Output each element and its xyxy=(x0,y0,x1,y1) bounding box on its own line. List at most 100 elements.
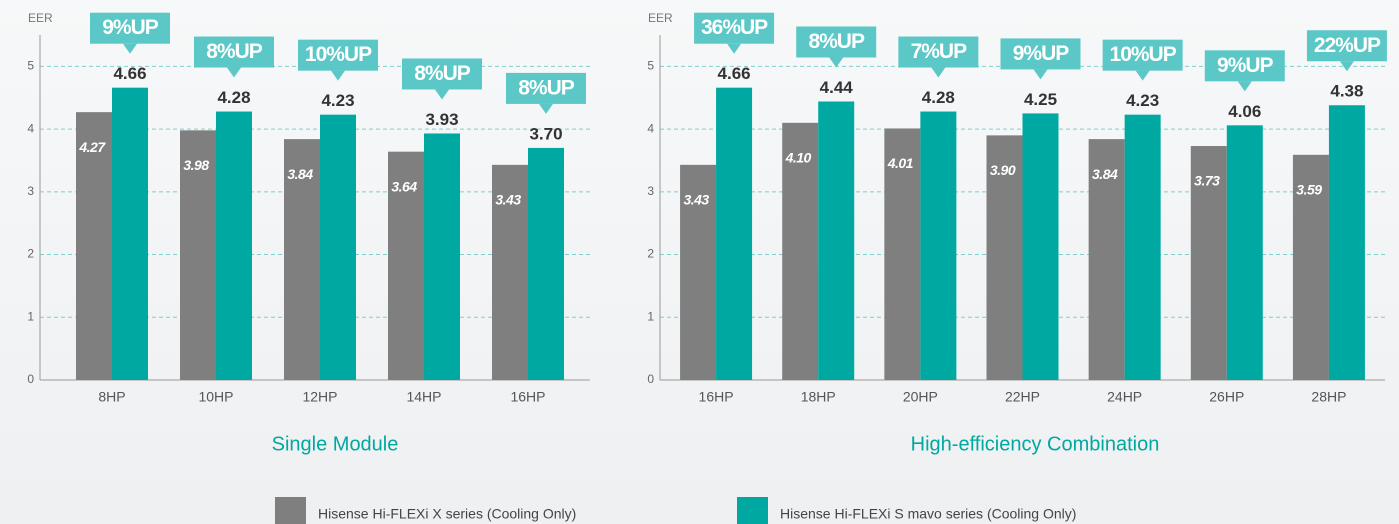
bar-value-label: 4.28 xyxy=(217,88,250,107)
bar-value-label: 3.84 xyxy=(287,166,313,182)
bar xyxy=(1088,139,1125,380)
bar-value-label: 4.10 xyxy=(785,150,812,166)
callout-box xyxy=(298,39,378,71)
x-tick-label: 24HP xyxy=(1107,389,1142,405)
bar xyxy=(986,135,1023,380)
bar xyxy=(284,139,320,380)
y-tick-label: 3 xyxy=(27,184,34,198)
callout-text: 9%UP xyxy=(102,16,159,39)
bar-value-label: 3.43 xyxy=(495,192,521,208)
bar xyxy=(112,87,148,380)
y-tick-label: 0 xyxy=(647,372,654,386)
callout-text: 8%UP xyxy=(808,30,865,53)
callout-text: 9%UP xyxy=(1217,54,1274,77)
bar xyxy=(216,111,252,380)
bar xyxy=(818,101,855,380)
callout-pointer xyxy=(727,43,742,54)
y-tick-label: 2 xyxy=(647,247,654,261)
callout-box xyxy=(194,36,274,68)
x-tick-label: 18HP xyxy=(801,389,836,405)
x-tick-label: 14HP xyxy=(406,389,441,405)
bar-value-label: 4.27 xyxy=(78,139,106,155)
y-tick-label: 2 xyxy=(27,247,34,261)
bar-value-label: 4.38 xyxy=(1330,82,1363,101)
callout-pointer xyxy=(1135,70,1150,81)
bar-value-label: 4.23 xyxy=(1126,91,1159,110)
callout-box xyxy=(694,12,775,44)
bar-value-label: 3.64 xyxy=(391,178,417,194)
x-tick-label: 16HP xyxy=(699,389,734,405)
bar-value-label: 3.84 xyxy=(1092,166,1118,182)
y-tick-label: 5 xyxy=(647,59,654,73)
bar xyxy=(1124,114,1161,380)
legend-label: Hisense Hi-FLEXi S mavo series (Cooling … xyxy=(780,506,1076,522)
bar-value-label: 3.43 xyxy=(683,192,709,208)
y-tick-label: 1 xyxy=(647,309,654,323)
y-tick-label: 5 xyxy=(27,59,34,73)
x-tick-label: 20HP xyxy=(903,389,938,405)
x-tick-label: 16HP xyxy=(510,389,545,405)
callout-text: 8%UP xyxy=(518,76,575,99)
bar-value-label: 4.06 xyxy=(1228,102,1261,121)
bar xyxy=(424,133,460,380)
bar xyxy=(528,147,564,380)
callout-box xyxy=(1306,30,1387,62)
y-tick-label: 4 xyxy=(27,121,34,135)
callout-text: 22%UP xyxy=(1314,34,1381,57)
callout-pointer xyxy=(1339,61,1354,72)
callout-text: 8%UP xyxy=(414,62,471,85)
bar-value-label: 3.93 xyxy=(425,110,458,129)
legend-label: Hisense Hi-FLEXi X series (Cooling Only) xyxy=(318,506,576,522)
y-tick-label: 0 xyxy=(27,372,34,386)
bar-value-label: 3.59 xyxy=(1296,182,1322,198)
callout-box xyxy=(898,36,979,68)
bar-value-label: 4.25 xyxy=(1024,90,1057,109)
bar xyxy=(1022,113,1059,380)
callout-pointer xyxy=(1237,81,1252,92)
callout-text: 10%UP xyxy=(305,43,372,66)
bar-value-label: 4.66 xyxy=(113,64,146,83)
bar-value-label: 4.23 xyxy=(321,91,354,110)
bar xyxy=(716,87,753,380)
callout-pointer xyxy=(331,70,345,81)
bar-value-label: 4.66 xyxy=(718,64,751,83)
chart-title: High-efficiency Combination xyxy=(911,433,1160,455)
bar xyxy=(180,130,216,380)
callout-pointer xyxy=(539,103,553,114)
callout-text: 36%UP xyxy=(701,16,768,39)
callout-pointer xyxy=(1033,69,1048,80)
x-tick-label: 22HP xyxy=(1005,389,1040,405)
bar-value-label: 4.44 xyxy=(820,78,854,97)
x-tick-label: 12HP xyxy=(302,389,337,405)
callout-pointer xyxy=(829,57,844,68)
callout-box xyxy=(796,26,877,58)
legend-swatch xyxy=(275,497,306,524)
x-tick-label: 26HP xyxy=(1209,389,1244,405)
bar xyxy=(1190,146,1227,380)
y-tick-label: 1 xyxy=(27,309,34,323)
callout-text: 10%UP xyxy=(1110,43,1177,66)
x-tick-label: 28HP xyxy=(1311,389,1346,405)
callout-box xyxy=(402,58,482,90)
y-tick-label: 3 xyxy=(647,184,654,198)
bar-value-label: 3.70 xyxy=(529,124,562,143)
bar xyxy=(76,112,112,381)
bar xyxy=(1226,125,1263,380)
y-tick-label: 4 xyxy=(647,121,654,135)
bar xyxy=(920,111,957,380)
bar-value-label: 3.90 xyxy=(990,162,1016,178)
bar xyxy=(492,164,528,380)
bar xyxy=(388,151,424,380)
callout-box xyxy=(506,72,586,104)
callout-text: 9%UP xyxy=(1013,42,1070,65)
callout-box xyxy=(90,12,170,44)
chart-title: Single Module xyxy=(272,433,399,455)
bar xyxy=(320,114,356,380)
bar-value-label: 4.01 xyxy=(887,155,914,171)
bar xyxy=(884,128,921,380)
callout-box xyxy=(1102,39,1183,71)
callout-box xyxy=(1204,50,1285,82)
y-axis-label: EER xyxy=(28,11,53,25)
callout-pointer xyxy=(931,67,946,78)
x-tick-label: 8HP xyxy=(98,389,125,405)
